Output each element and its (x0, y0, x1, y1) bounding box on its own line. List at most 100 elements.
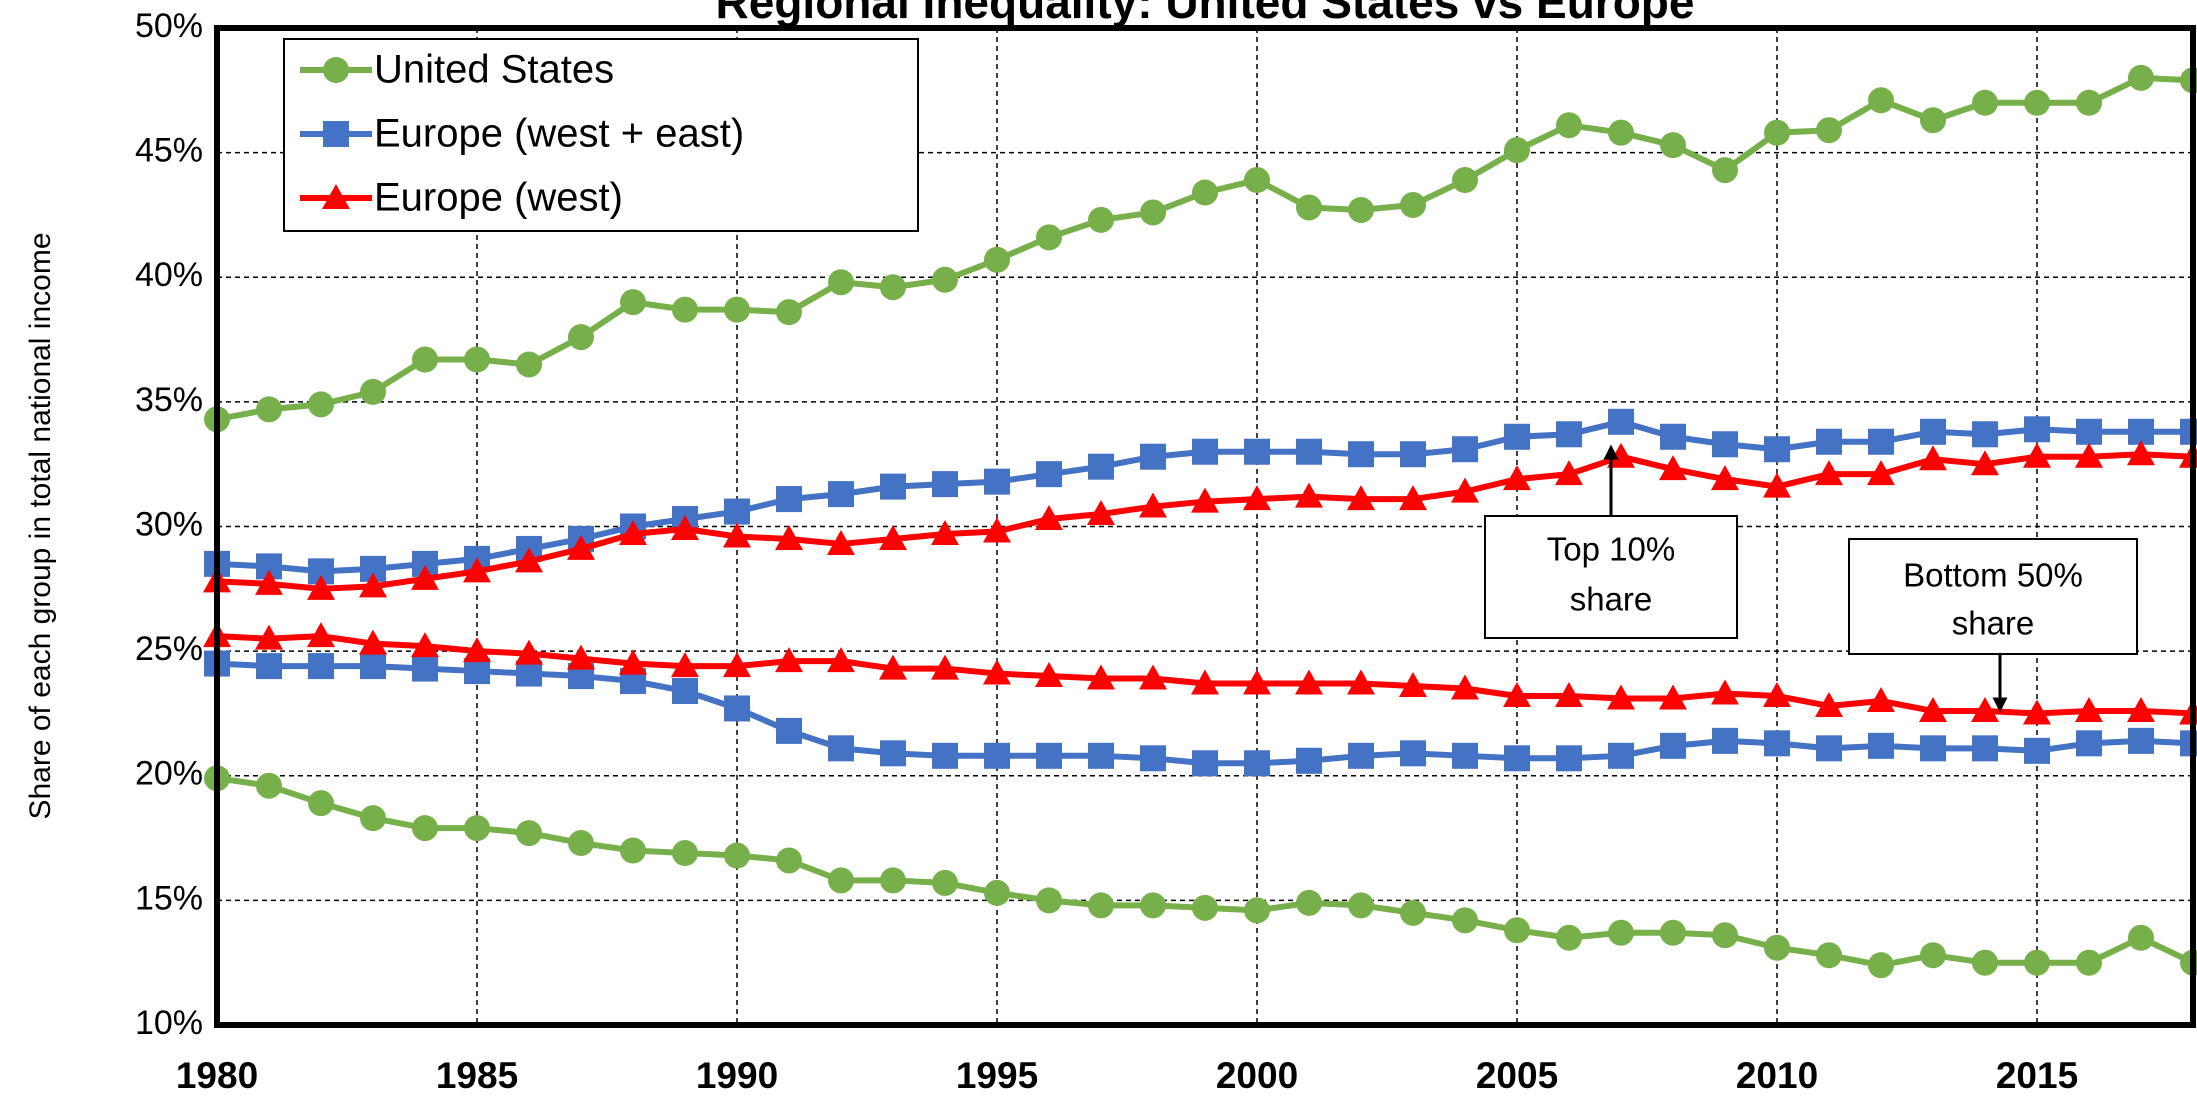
point (411, 564, 439, 590)
point (568, 324, 594, 351)
point (1659, 684, 1687, 710)
point (672, 296, 698, 323)
annotation-text: share (1952, 605, 2035, 642)
point (775, 524, 803, 550)
point (1088, 453, 1114, 480)
x-tick-label: 2015 (1996, 1055, 2078, 1096)
point (1140, 443, 1166, 470)
point (1452, 167, 1478, 194)
point (1087, 500, 1115, 526)
point (1035, 662, 1063, 688)
point (880, 473, 906, 500)
point (1400, 740, 1426, 767)
point (568, 830, 594, 857)
point (1087, 664, 1115, 690)
point (464, 658, 490, 685)
series-values_bottom (204, 765, 2197, 979)
point (2024, 737, 2050, 764)
point (1296, 889, 1322, 916)
point (827, 647, 855, 673)
point (880, 274, 906, 301)
point (828, 481, 854, 508)
point (776, 717, 802, 744)
point (1608, 119, 1634, 146)
point (1088, 742, 1114, 769)
point (255, 569, 283, 595)
point (1816, 428, 1842, 455)
point (464, 346, 490, 373)
point (360, 653, 386, 680)
point (672, 840, 698, 867)
point (1452, 907, 1478, 934)
point (360, 378, 386, 405)
point (308, 653, 334, 680)
point (1192, 179, 1218, 206)
point (1920, 107, 1946, 134)
point (1972, 735, 1998, 762)
series-values (204, 408, 2197, 585)
point (1972, 421, 1998, 448)
point (2076, 949, 2102, 976)
point (2024, 89, 2050, 116)
series-values_bottom (204, 650, 2197, 777)
chart-title: Regional Inequality: United States vs Eu… (716, 0, 1695, 28)
point (983, 517, 1011, 543)
point (1816, 735, 1842, 762)
point (619, 519, 647, 545)
point (2076, 730, 2102, 757)
point (1503, 465, 1531, 491)
point (516, 660, 542, 687)
point (307, 622, 335, 648)
point (2128, 924, 2154, 951)
point (983, 659, 1011, 685)
point (2075, 442, 2103, 468)
point (1711, 679, 1739, 705)
point (1504, 917, 1530, 944)
point (1556, 112, 1582, 139)
point (880, 740, 906, 767)
point (1867, 460, 1895, 486)
legend-label: United States (374, 48, 614, 92)
point (1296, 747, 1322, 774)
annotation-box (1484, 515, 1738, 639)
point (2076, 89, 2102, 116)
point (723, 522, 751, 548)
point (515, 639, 543, 665)
point (1139, 492, 1167, 518)
point (620, 837, 646, 864)
point (1868, 87, 1894, 114)
point (1191, 487, 1219, 513)
point (1400, 899, 1426, 926)
point (1556, 745, 1582, 772)
point (1348, 196, 1374, 223)
legend-box (283, 38, 919, 232)
point (1451, 674, 1479, 700)
point (1192, 750, 1218, 777)
point (1035, 505, 1063, 531)
point (1556, 421, 1582, 448)
point (1971, 696, 1999, 722)
point (1712, 157, 1738, 184)
point (671, 514, 699, 540)
point (775, 647, 803, 673)
point (2127, 440, 2155, 466)
point (1607, 684, 1635, 710)
point (1244, 750, 1270, 777)
point (776, 486, 802, 513)
point (724, 296, 750, 323)
point (1712, 727, 1738, 754)
point (984, 246, 1010, 273)
point (1348, 441, 1374, 468)
point (412, 655, 438, 682)
point (932, 869, 958, 896)
legend-symbol (323, 121, 349, 147)
point (880, 867, 906, 894)
point (1452, 436, 1478, 463)
point (1451, 477, 1479, 503)
point (827, 529, 855, 555)
point (1348, 742, 1374, 769)
point (516, 351, 542, 378)
point (1191, 669, 1219, 695)
series-values (204, 64, 2197, 433)
